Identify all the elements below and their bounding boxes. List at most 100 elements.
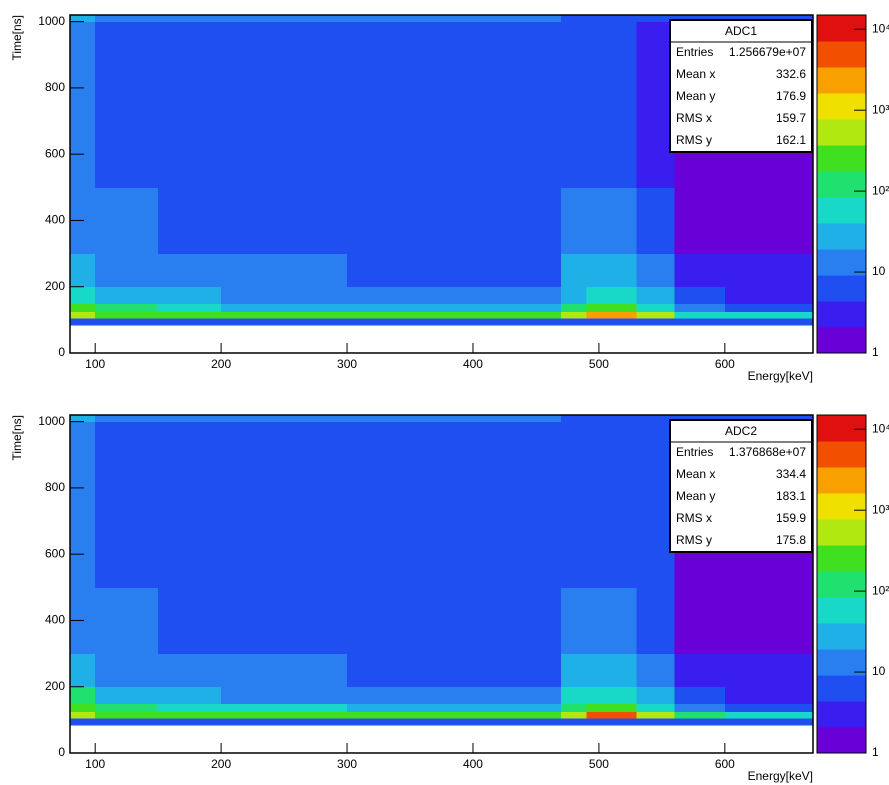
heatmap-cell [674,303,726,313]
heatmap-cell [636,711,675,719]
stats-label: RMS x [676,511,712,525]
y-tick-label: 0 [58,345,65,359]
heatmap-cell [158,311,222,319]
x-axis-label: Energy[keV] [748,769,813,783]
stats-label: Entries [676,445,713,459]
stats-label: Mean y [676,489,715,503]
colorbar-swatch [817,301,866,328]
heatmap-cell [674,15,726,23]
stats-label: RMS y [676,133,712,147]
x-tick-label: 100 [85,757,105,771]
heatmap-cell [586,711,638,719]
heatmap-cell [561,286,587,304]
heatmap-cell [158,653,222,688]
heatmap-cell [347,718,474,726]
heatmap-cell [221,686,348,704]
stats-label: Mean x [676,467,715,481]
heatmap-cell [95,653,159,688]
colorbar-swatch [817,519,866,546]
heatmap-cell [347,187,474,255]
heatmap-cell [221,187,348,255]
heatmap-cell [586,703,638,713]
heatmap-cell [347,311,474,319]
y-tick-label: 600 [45,146,65,160]
heatmap-cell [636,421,675,588]
colorbar-swatch [817,223,866,250]
stats-label: RMS x [676,111,712,125]
heatmap-cell [472,711,562,719]
heatmap-cell [158,686,222,704]
stats-value: 162.1 [776,133,806,147]
heatmap-cell [561,686,587,704]
heatmap-cell [586,421,638,588]
heatmap-cell [95,421,159,588]
heatmap-cell [636,686,675,704]
heatmap-cell [472,421,562,588]
colorbar-swatch [817,701,866,728]
heatmap-cell [561,15,587,23]
heatmap-cell [158,253,222,288]
heatmap-cell [561,187,587,255]
x-tick-label: 500 [589,757,609,771]
x-tick-label: 500 [589,357,609,371]
heatmap-cell [221,303,348,313]
y-tick-label: 400 [45,613,65,627]
stats-value: 332.6 [776,67,806,81]
heatmap-cell [586,318,638,326]
heatmap-cell [636,253,675,288]
heatmap-cell [561,703,587,713]
heatmap-cell [674,318,726,326]
heatmap-cell [636,653,675,688]
heatmap-cell [221,703,348,713]
heatmap-cell [347,253,474,288]
heatmap-cell [472,15,562,23]
colorbar-swatch [817,727,866,754]
heatmap-cell [70,318,96,326]
colorbar-tick-label: 10² [872,183,889,197]
colorbar-tick-label: 10³ [872,102,889,116]
y-tick-label: 1000 [38,14,65,28]
heatmap-cell [724,318,814,326]
colorbar-swatch [817,249,866,276]
heatmap-cell [472,187,562,255]
heatmap-cell [724,718,814,726]
colorbar-swatch [817,649,866,676]
heatmap-cell [586,587,638,655]
stats-value: 176.9 [776,89,806,103]
heatmap-cell [724,286,814,304]
colorbar-swatch [817,467,866,494]
plot-frame [69,414,814,754]
heatmap-cell [158,303,222,313]
heatmap-cell [70,686,96,704]
heatmap-cell [347,415,474,423]
colorbar-tick-label: 1 [872,345,879,359]
heatmap-cell [674,187,726,255]
heatmap-cell [158,711,222,719]
heatmap-cell [221,311,348,319]
heatmap-cell [674,587,726,655]
heatmap-cell [95,703,159,713]
colorbar-swatch [817,545,866,572]
x-tick-label: 400 [463,757,483,771]
heatmap-cell [586,21,638,188]
x-tick-label: 400 [463,357,483,371]
heatmap-cell [347,703,474,713]
heatmap-cell [221,15,348,23]
stats-title: ADC1 [725,24,757,38]
colorbar-frame [816,14,867,354]
heatmap-cell [724,303,814,313]
stats-value: 183.1 [776,489,806,503]
heatmap-cell [586,415,638,423]
heatmap-cell [158,421,222,588]
heatmap-cell [472,653,562,688]
heatmap-cell [561,711,587,719]
heatmap-cell [561,21,587,188]
heatmap-cell [158,286,222,304]
colorbar-swatch [817,675,866,702]
y-tick-label: 800 [45,80,65,94]
colorbar-tick-label: 1 [872,745,879,759]
heatmap-cell [95,303,159,313]
heatmap-cell [95,187,159,255]
heatmap-cell [95,415,159,423]
heatmap-cell [472,286,562,304]
